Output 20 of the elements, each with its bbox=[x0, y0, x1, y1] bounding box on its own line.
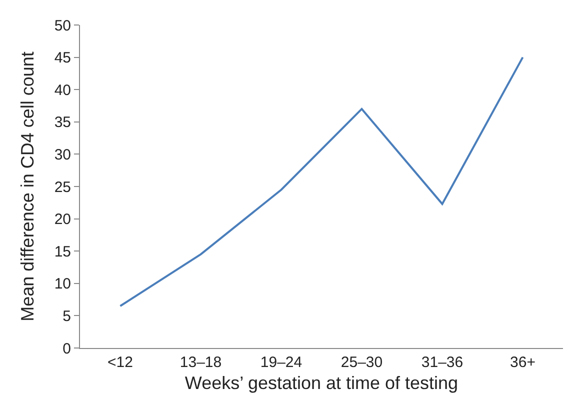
y-tick-label: 50 bbox=[54, 17, 71, 34]
x-tick-label: 25–30 bbox=[340, 354, 383, 371]
y-tick-label: 30 bbox=[54, 146, 71, 164]
line-series bbox=[119, 56, 524, 308]
y-tick-label: 0 bbox=[62, 340, 71, 358]
x-tick-label: 36+ bbox=[510, 354, 536, 371]
y-tick-label: 35 bbox=[54, 114, 71, 132]
y-tick-label: 20 bbox=[54, 211, 71, 228]
y-tick-label: 45 bbox=[54, 50, 71, 67]
y-tick-label: 15 bbox=[54, 243, 71, 260]
x-tick-label: 19–24 bbox=[260, 354, 302, 371]
y-tick-label: 40 bbox=[54, 82, 71, 99]
y-tick-label: 10 bbox=[54, 276, 71, 293]
x-tick-label: 13–18 bbox=[180, 354, 222, 371]
x-tick-label: 31–36 bbox=[421, 354, 464, 371]
x-tick-label: <12 bbox=[108, 354, 133, 371]
y-tick-label: 25 bbox=[54, 178, 71, 196]
x-axis-title: Weeks’ gestation at time of testing bbox=[184, 373, 458, 394]
y-tick-label: 5 bbox=[62, 308, 71, 325]
y-axis-title: Mean difference in CD4 cell count bbox=[18, 52, 38, 322]
